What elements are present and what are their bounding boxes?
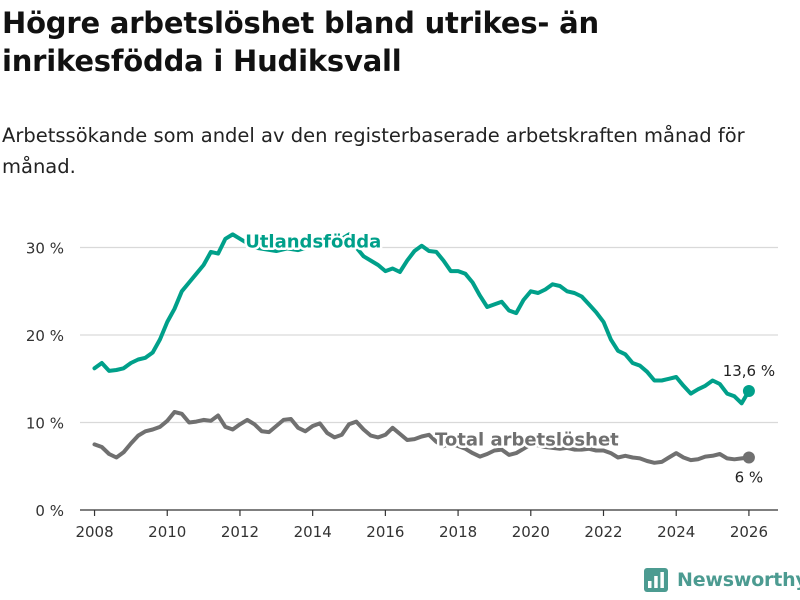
x-tick-label: 2022 (584, 523, 622, 541)
x-tick-label: 2016 (366, 523, 404, 541)
x-tick-label: 2008 (75, 523, 113, 541)
series-line-total (92, 410, 751, 465)
end-point-total (742, 451, 755, 464)
x-tick-label: 2018 (439, 523, 477, 541)
series-label-foreign-born: Utlandsfödda (245, 232, 381, 253)
x-tick-label: 2024 (657, 523, 695, 541)
brand-footer: Newsworthy (644, 568, 800, 592)
x-tick-label: 2020 (512, 523, 550, 541)
end-point-foreign-born (742, 385, 755, 397)
chart-subtitle: Arbetssökande som andel av den registerb… (2, 124, 745, 178)
series-label-total: Total arbetslöshet (435, 429, 619, 450)
y-tick-label: 30 % (26, 240, 64, 258)
x-tick-label: 2010 (148, 523, 186, 541)
y-tick-label: 10 % (26, 415, 64, 433)
series-line-foreign-born (92, 232, 751, 406)
y-tick-label: 20 % (26, 327, 64, 345)
y-tick-label: 0 % (35, 502, 64, 520)
x-tick-label: 2012 (221, 523, 259, 541)
bar-chart-icon (644, 568, 668, 592)
chart-title: Högre arbetslöshet bland utrikes- än inr… (2, 6, 599, 78)
brand-name: Newsworthy (677, 569, 800, 591)
x-tick-label: 2026 (730, 523, 768, 541)
end-value-label-total: 6 % (735, 469, 764, 487)
x-tick-label: 2014 (294, 523, 332, 541)
end-value-label-foreign-born: 13,6 % (723, 362, 775, 380)
